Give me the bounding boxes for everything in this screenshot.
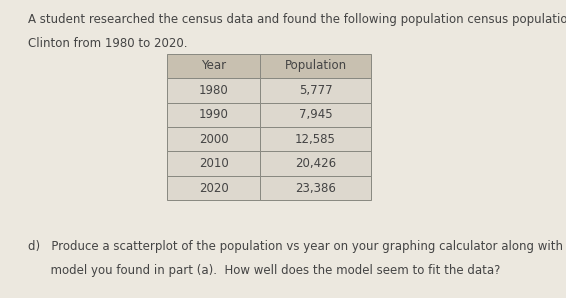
Bar xyxy=(260,151,371,176)
Text: Year: Year xyxy=(201,59,226,72)
Bar xyxy=(167,151,260,176)
Bar xyxy=(260,127,371,151)
Bar xyxy=(167,54,260,78)
Bar xyxy=(167,176,260,200)
Text: 2020: 2020 xyxy=(199,181,229,195)
Text: 2000: 2000 xyxy=(199,133,229,146)
Bar xyxy=(167,103,260,127)
Text: 12,585: 12,585 xyxy=(295,133,336,146)
Text: d)   Produce a scatterplot of the population vs year on your graphing calculator: d) Produce a scatterplot of the populati… xyxy=(28,240,566,253)
Text: A student researched the census data and found the following population census p: A student researched the census data and… xyxy=(28,13,566,27)
Text: 1980: 1980 xyxy=(199,84,229,97)
Text: 7,945: 7,945 xyxy=(299,108,332,121)
Text: 23,386: 23,386 xyxy=(295,181,336,195)
Bar xyxy=(167,127,260,151)
Bar xyxy=(260,78,371,103)
Bar xyxy=(260,54,371,78)
Bar xyxy=(260,103,371,127)
Text: 2010: 2010 xyxy=(199,157,229,170)
Bar xyxy=(167,78,260,103)
Text: 5,777: 5,777 xyxy=(299,84,332,97)
Bar xyxy=(260,176,371,200)
Text: model you found in part (a).  How well does the model seem to fit the data?: model you found in part (a). How well do… xyxy=(28,264,501,277)
Text: 1990: 1990 xyxy=(199,108,229,121)
Text: Population: Population xyxy=(285,59,346,72)
Text: 20,426: 20,426 xyxy=(295,157,336,170)
Text: Clinton from 1980 to 2020.: Clinton from 1980 to 2020. xyxy=(28,37,188,50)
